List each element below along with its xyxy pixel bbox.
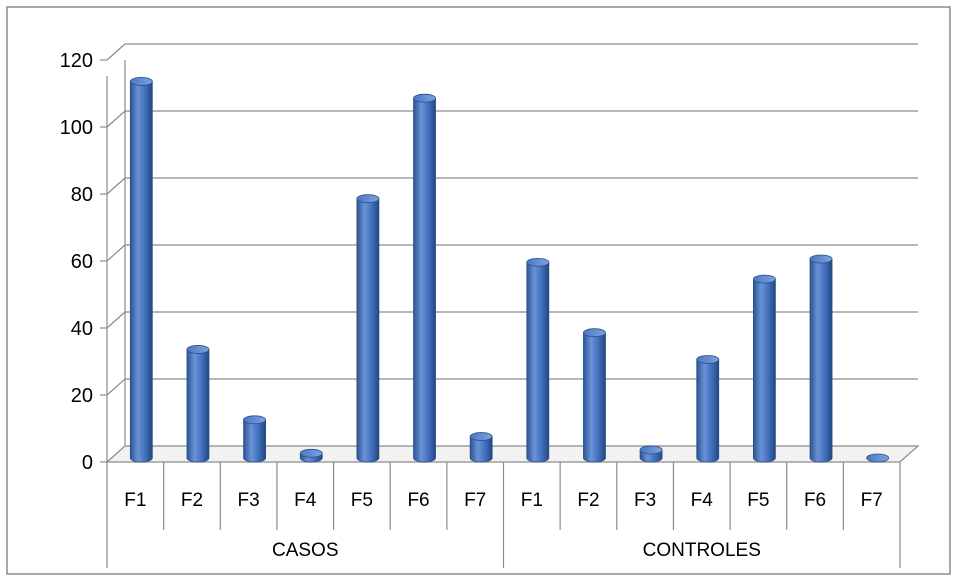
y-tick-label: 120 xyxy=(60,50,93,72)
bar-top xyxy=(696,355,720,364)
gridline-side xyxy=(106,378,126,396)
bar xyxy=(469,432,493,463)
bar-body xyxy=(526,261,550,463)
bar xyxy=(129,77,153,463)
bar-body xyxy=(696,359,720,463)
bar-body xyxy=(243,419,267,463)
x-category-label: F3 xyxy=(634,490,656,511)
bars xyxy=(129,77,890,463)
bar xyxy=(696,355,720,463)
bar xyxy=(356,194,380,463)
bar-body xyxy=(186,349,210,463)
y-axis: 0 20 40 60 80 100 120 xyxy=(60,50,107,474)
x-category-label: F2 xyxy=(577,490,599,511)
bar xyxy=(809,254,833,463)
bar-body xyxy=(752,278,776,463)
gridline-side xyxy=(106,43,126,61)
x-category-label: F1 xyxy=(124,490,146,511)
bar-top xyxy=(299,448,323,458)
y-tick-label: 80 xyxy=(71,184,93,206)
bar xyxy=(583,328,606,463)
bar-top xyxy=(129,77,153,86)
gridline-side xyxy=(106,311,126,329)
bar xyxy=(299,448,323,463)
y-tick-label: 20 xyxy=(71,385,93,407)
bar-top xyxy=(469,432,493,441)
gridline-side xyxy=(106,177,126,195)
bar-top xyxy=(752,274,776,284)
bar xyxy=(243,415,267,463)
x-category-label: F6 xyxy=(407,490,429,511)
x-axis: F1 F2 F3 F4 F5 F6 F7 F1 F2 F3 F4 F5 F6 F7 CASOS CONTROL… xyxy=(106,462,901,568)
floor xyxy=(105,445,920,463)
bar-body xyxy=(356,198,380,463)
x-category-label: F6 xyxy=(804,490,826,511)
x-group-label: CASOS xyxy=(272,540,339,561)
x-category-label: F3 xyxy=(238,490,260,511)
bar-top xyxy=(243,415,267,425)
x-category-label: F7 xyxy=(861,490,883,511)
x-category-label: F4 xyxy=(294,490,317,511)
bar-top xyxy=(413,93,436,103)
bar-body xyxy=(129,81,153,463)
y-tick-label: 100 xyxy=(60,117,93,139)
bar xyxy=(526,257,550,463)
bar xyxy=(639,445,663,463)
gridlines xyxy=(106,43,918,396)
bar-top xyxy=(526,257,550,267)
x-category-label: F7 xyxy=(464,490,486,511)
y-tick-label: 0 xyxy=(82,452,93,474)
y-tick-label: 40 xyxy=(71,318,93,340)
bar-body xyxy=(413,97,436,463)
x-category-label: F2 xyxy=(181,490,203,511)
bar xyxy=(866,453,890,463)
x-category-label: F5 xyxy=(747,490,769,511)
bar-top xyxy=(866,453,890,463)
x-category-label: F5 xyxy=(351,490,373,511)
x-category-label: F1 xyxy=(521,490,543,511)
gridline-side xyxy=(106,244,126,262)
bar xyxy=(413,93,436,463)
bar-top xyxy=(583,328,606,338)
bar xyxy=(752,274,776,463)
x-category-label: F4 xyxy=(691,490,714,511)
gridline-side xyxy=(106,110,126,128)
bar-top xyxy=(356,194,380,204)
bar-body xyxy=(583,332,606,463)
bar-top xyxy=(639,445,663,455)
bar-top xyxy=(186,345,210,354)
y-tick-label: 60 xyxy=(71,251,93,273)
bar-top xyxy=(809,254,833,264)
bar xyxy=(186,345,210,463)
bar-body xyxy=(469,436,493,463)
bar-body xyxy=(809,258,833,463)
x-group-label: CONTROLES xyxy=(643,540,761,561)
